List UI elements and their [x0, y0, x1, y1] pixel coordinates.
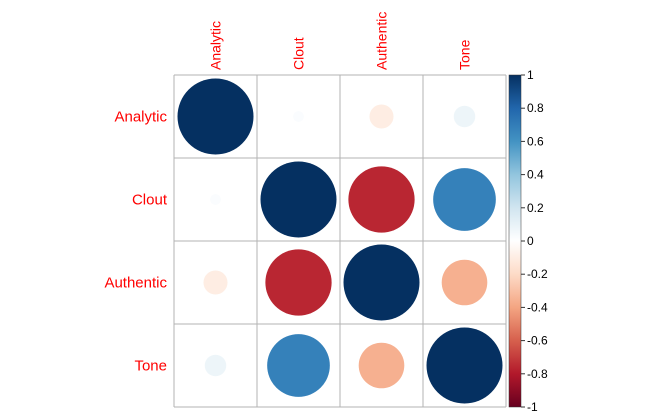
cell-tone-authentic — [358, 342, 405, 389]
colorbar-tick-label: 0.8 — [527, 101, 544, 115]
cell-authentic-tone — [441, 259, 488, 306]
cell-clout-authentic — [348, 166, 415, 233]
colorbar-tick-label: -0.2 — [527, 267, 548, 281]
cell-analytic-analytic — [177, 78, 254, 155]
colorbar: 1 0.8 0.6 0.4 0.2 0 -0.2 -0.4 -0.6 -0.8 -1 — [508, 68, 548, 414]
colorbar-tick-label: 0 — [527, 234, 534, 248]
colorbar-tick-label: 0.2 — [527, 201, 544, 215]
colorbar-tick-label: -0.8 — [527, 367, 548, 381]
cell-clout-clout — [260, 161, 337, 238]
row-labels: Analytic Clout Authentic Tone — [104, 109, 167, 375]
row-label-tone: Tone — [134, 358, 167, 375]
column-labels: Analytic Clout Authentic Tone — [208, 12, 473, 70]
colorbar-tick-label: 0.6 — [527, 134, 544, 148]
colorbar-tick-label: -0.4 — [527, 300, 548, 314]
colorbar-gradient — [508, 74, 522, 408]
column-label-analytic: Analytic — [208, 21, 224, 70]
column-label-tone: Tone — [457, 39, 473, 70]
colorbar-tick-label: -0.6 — [527, 334, 548, 348]
cell-authentic-analytic — [203, 270, 228, 295]
colorbar-tick-label: -1 — [527, 400, 538, 414]
cell-tone-analytic — [204, 354, 227, 377]
colorbar-tick-label: 0.4 — [527, 168, 544, 182]
row-label-authentic: Authentic — [104, 275, 167, 292]
cell-clout-tone — [433, 168, 496, 231]
colorbar-tick-label: 1 — [527, 68, 534, 82]
cell-tone-clout — [267, 334, 330, 397]
grid-lines — [173, 74, 507, 408]
column-label-clout: Clout — [291, 37, 307, 70]
cell-authentic-authentic — [343, 244, 420, 321]
correlation-cells — [177, 78, 503, 404]
cell-authentic-clout — [265, 249, 332, 316]
cell-analytic-tone — [453, 105, 476, 128]
row-label-clout: Clout — [132, 192, 168, 209]
cell-clout-analytic — [210, 194, 221, 205]
column-label-authentic: Authentic — [374, 12, 390, 70]
cell-analytic-clout — [293, 111, 304, 122]
cell-tone-tone — [426, 327, 503, 404]
row-label-analytic: Analytic — [114, 109, 167, 126]
cell-analytic-authentic — [369, 104, 394, 129]
